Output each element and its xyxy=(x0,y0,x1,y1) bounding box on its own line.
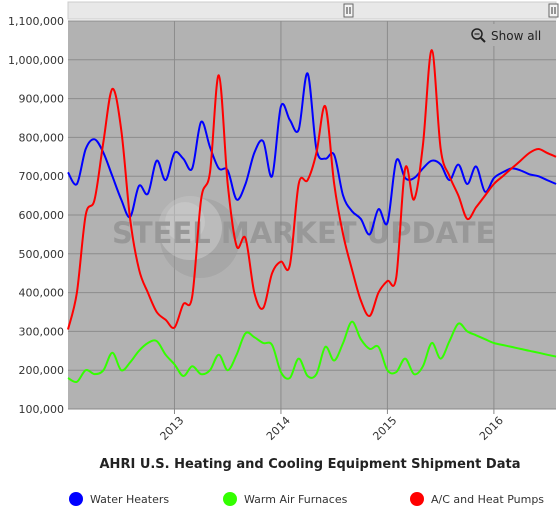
legend-label: Warm Air Furnaces xyxy=(244,493,348,506)
legend[interactable]: Water Heaters Warm Air Furnaces A/C and He… xyxy=(69,492,544,506)
show-all-label[interactable]: Show all xyxy=(491,29,541,43)
y-tick-label: 200,000 xyxy=(19,364,65,377)
drag-handle-icon[interactable] xyxy=(548,3,559,18)
legend-label: A/C and Heat Pumps xyxy=(431,493,544,506)
show-all-button[interactable]: Show all xyxy=(464,24,548,46)
x-tick-label: 2015 xyxy=(370,414,399,443)
chart-title: AHRI U.S. Heating and Cooling Equipment … xyxy=(100,457,521,472)
legend-item-water-heaters[interactable]: Water Heaters xyxy=(69,492,169,506)
series-line-ac-heat-pumps xyxy=(67,49,557,330)
sphere-logo xyxy=(160,198,240,278)
y-tick-label: 1,000,000 xyxy=(8,54,64,67)
drag-handle-icon[interactable] xyxy=(343,3,354,18)
legend-item-ac-heat-pumps[interactable]: A/C and Heat Pumps xyxy=(410,492,544,506)
watermark-text: STEEL MARKET UPDATE xyxy=(112,216,495,250)
y-tick-label: 800,000 xyxy=(19,131,65,144)
y-tick-label: 100,000 xyxy=(19,403,65,416)
navigator-track[interactable] xyxy=(67,1,557,20)
range-navigator[interactable] xyxy=(67,1,559,20)
x-axis: 2013 2014 2015 2016 xyxy=(158,409,506,443)
watermark: STEEL MARKET UPDATE xyxy=(112,196,495,278)
zoom-magnifier-icon[interactable] xyxy=(471,28,486,43)
series-line-warm-air-furnaces xyxy=(67,320,557,384)
x-tick-label: 2014 xyxy=(264,414,293,443)
legend-label: Water Heaters xyxy=(90,493,169,506)
legend-marker xyxy=(410,492,424,506)
y-tick-label: 1,100,000 xyxy=(8,15,64,28)
y-tick-label: 500,000 xyxy=(19,248,65,261)
x-tick-label: 2016 xyxy=(477,414,506,443)
y-tick-label: 400,000 xyxy=(19,287,65,300)
y-tick-label: 600,000 xyxy=(19,209,65,222)
series-lines xyxy=(67,49,557,384)
series-line-water-heaters xyxy=(67,72,557,236)
legend-item-warm-air-furnaces[interactable]: Warm Air Furnaces xyxy=(223,492,348,506)
x-tick-label: 2013 xyxy=(158,414,187,443)
y-tick-label: 300,000 xyxy=(19,325,65,338)
legend-marker xyxy=(223,492,237,506)
y-tick-label: 700,000 xyxy=(19,170,65,183)
legend-marker xyxy=(69,492,83,506)
gridlines xyxy=(68,20,556,410)
y-tick-label: 900,000 xyxy=(19,93,65,106)
y-axis: 100,000 200,000 300,000 400,000 500,000 600,0… xyxy=(8,15,64,416)
